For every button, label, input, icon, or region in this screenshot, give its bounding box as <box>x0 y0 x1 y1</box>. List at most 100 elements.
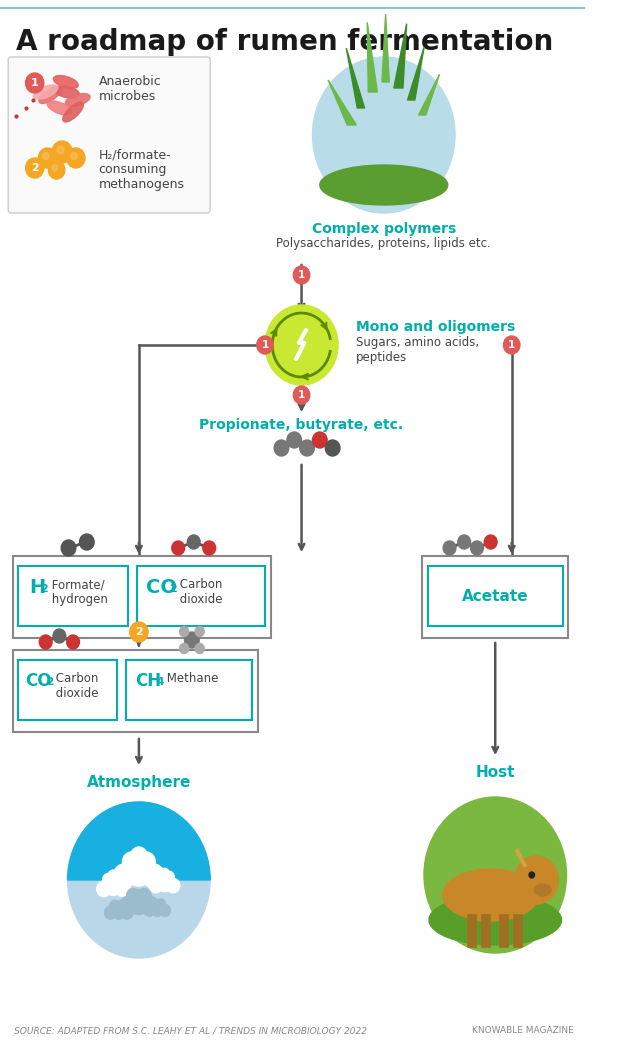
Circle shape <box>143 864 164 888</box>
Circle shape <box>130 622 148 642</box>
Circle shape <box>68 802 210 958</box>
Text: Propionate, butyrate, etc.: Propionate, butyrate, etc. <box>200 418 404 432</box>
Text: 1: 1 <box>298 270 305 280</box>
Circle shape <box>195 627 204 636</box>
Text: 4: 4 <box>156 677 164 687</box>
Circle shape <box>458 535 470 549</box>
Circle shape <box>149 899 157 908</box>
Text: SOURCE: ADAPTED FROM S.C. LEAHY ET AL / TRENDS IN MICROBIOLOGY 2022: SOURCE: ADAPTED FROM S.C. LEAHY ET AL / … <box>13 1026 367 1035</box>
Ellipse shape <box>65 94 90 107</box>
Circle shape <box>71 153 77 160</box>
Text: Complex polymers: Complex polymers <box>312 222 456 236</box>
Circle shape <box>127 889 150 914</box>
Circle shape <box>195 644 204 653</box>
Circle shape <box>111 901 127 920</box>
Text: 2: 2 <box>31 163 38 173</box>
Circle shape <box>257 336 273 354</box>
Circle shape <box>137 852 156 872</box>
Text: Host: Host <box>476 765 515 780</box>
Circle shape <box>159 904 170 916</box>
Ellipse shape <box>320 165 448 205</box>
Circle shape <box>180 627 189 636</box>
Circle shape <box>38 148 57 168</box>
Text: 2: 2 <box>40 584 48 594</box>
Circle shape <box>52 141 72 163</box>
Circle shape <box>138 888 151 903</box>
Circle shape <box>144 904 155 916</box>
Text: Polysaccharides, proteins, lipids etc.: Polysaccharides, proteins, lipids etc. <box>276 237 491 250</box>
Circle shape <box>118 900 128 910</box>
Circle shape <box>67 635 79 649</box>
Circle shape <box>67 148 85 168</box>
Circle shape <box>529 872 534 878</box>
Circle shape <box>515 856 558 904</box>
Circle shape <box>113 864 135 888</box>
Circle shape <box>57 146 64 154</box>
FancyBboxPatch shape <box>137 566 265 626</box>
Text: Carbon
 dioxide: Carbon dioxide <box>52 672 99 700</box>
Text: CO: CO <box>146 578 177 597</box>
Text: Acetate: Acetate <box>462 588 529 604</box>
Circle shape <box>127 888 140 903</box>
Circle shape <box>180 644 189 653</box>
Circle shape <box>470 541 483 555</box>
Text: 1: 1 <box>31 78 38 88</box>
Circle shape <box>26 158 44 178</box>
Circle shape <box>293 386 310 404</box>
Polygon shape <box>367 22 378 92</box>
Circle shape <box>287 432 301 448</box>
Ellipse shape <box>39 87 61 103</box>
Text: Anaerobic
microbes: Anaerobic microbes <box>99 75 161 103</box>
Circle shape <box>49 161 65 179</box>
Circle shape <box>157 899 165 908</box>
Circle shape <box>150 900 165 916</box>
Ellipse shape <box>54 86 79 98</box>
Circle shape <box>163 872 174 883</box>
Circle shape <box>104 875 123 896</box>
Circle shape <box>159 868 170 879</box>
Text: 2: 2 <box>45 677 53 687</box>
Text: Atmosphere: Atmosphere <box>86 775 191 790</box>
Ellipse shape <box>53 75 78 89</box>
Text: CH: CH <box>135 672 161 690</box>
Circle shape <box>122 852 141 872</box>
Ellipse shape <box>429 895 561 945</box>
Circle shape <box>112 874 124 886</box>
Circle shape <box>265 305 338 385</box>
Circle shape <box>443 541 456 555</box>
FancyBboxPatch shape <box>19 660 117 720</box>
Circle shape <box>156 873 173 891</box>
Circle shape <box>52 165 58 171</box>
Circle shape <box>312 57 455 213</box>
Text: H: H <box>29 578 45 597</box>
Polygon shape <box>408 47 424 100</box>
Circle shape <box>325 440 340 456</box>
FancyBboxPatch shape <box>428 566 563 626</box>
Circle shape <box>184 632 199 648</box>
Circle shape <box>188 535 200 549</box>
Circle shape <box>274 440 289 456</box>
Ellipse shape <box>443 869 539 921</box>
FancyBboxPatch shape <box>126 660 252 720</box>
Text: KNOWABLE MAGAZINE: KNOWABLE MAGAZINE <box>472 1026 574 1035</box>
Polygon shape <box>394 24 406 88</box>
Text: CO: CO <box>26 672 52 690</box>
Text: 2: 2 <box>135 627 143 637</box>
Text: 1: 1 <box>261 340 269 350</box>
Circle shape <box>149 879 163 892</box>
Ellipse shape <box>33 85 58 99</box>
Text: Carbon
 dioxide: Carbon dioxide <box>177 578 223 606</box>
Circle shape <box>110 900 120 910</box>
FancyBboxPatch shape <box>8 57 210 213</box>
Ellipse shape <box>543 863 554 872</box>
Polygon shape <box>382 14 389 82</box>
Circle shape <box>102 874 115 886</box>
Text: 1: 1 <box>298 390 305 400</box>
Circle shape <box>39 635 52 649</box>
Wedge shape <box>68 802 210 880</box>
Polygon shape <box>419 74 440 115</box>
Circle shape <box>79 534 94 550</box>
Circle shape <box>424 797 566 953</box>
Circle shape <box>203 541 216 555</box>
Circle shape <box>293 266 310 284</box>
